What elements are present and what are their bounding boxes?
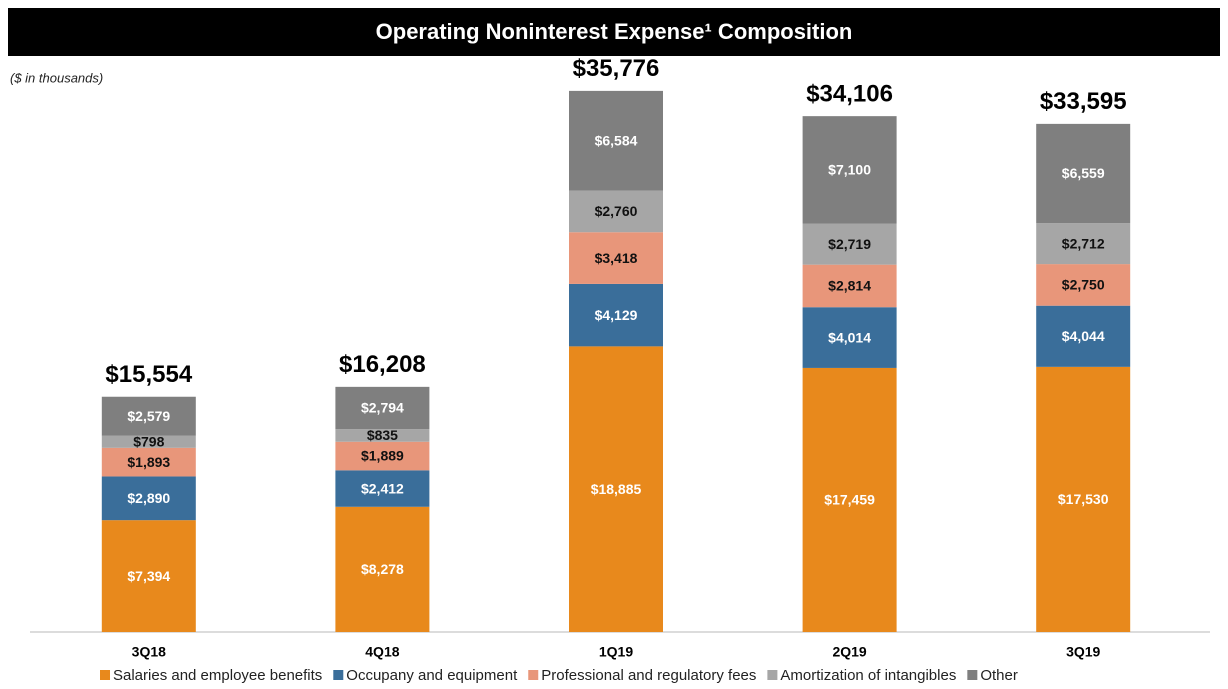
value-label: $1,893 <box>127 454 170 470</box>
bar-segment <box>569 346 663 632</box>
value-label: $2,750 <box>1062 277 1105 293</box>
legend-swatch <box>100 670 110 680</box>
bar-segment <box>101 476 196 521</box>
bar-segment <box>101 447 196 477</box>
legend-swatch <box>333 670 344 680</box>
value-label: $2,412 <box>361 480 404 496</box>
bar-segment <box>569 283 663 347</box>
value-label: $7,394 <box>127 568 170 584</box>
x-tick-label: 2Q19 <box>832 644 866 660</box>
value-label: $2,712 <box>1062 235 1105 251</box>
bar-segment <box>101 396 196 436</box>
value-label: $2,794 <box>361 400 404 416</box>
legend-label: Salaries and employee benefits <box>113 667 322 684</box>
bar-segment <box>101 520 196 632</box>
bar-segment <box>335 470 430 507</box>
legend-label: Professional and regulatory fees <box>541 667 756 684</box>
bar-segment <box>1036 305 1131 367</box>
bar-segment <box>802 264 897 308</box>
total-label: $15,554 <box>105 361 192 388</box>
total-label: $35,776 <box>573 55 660 82</box>
value-label: $17,459 <box>824 492 875 508</box>
value-label: $18,885 <box>591 481 642 497</box>
bar-segment <box>335 441 430 471</box>
bar-segment <box>335 386 430 430</box>
x-tick-label: 1Q19 <box>599 644 633 660</box>
total-label: $33,595 <box>1040 88 1127 115</box>
bar-segment <box>802 367 897 632</box>
legend-label: Other <box>980 667 1018 684</box>
bar-segment <box>569 232 663 284</box>
bar-segment <box>1036 223 1131 265</box>
value-label: $2,760 <box>595 203 638 219</box>
bar-segment <box>802 223 897 265</box>
value-label: $798 <box>133 433 164 449</box>
value-label: $4,044 <box>1062 328 1105 344</box>
legend-label: Amortization of intangibles <box>780 667 956 684</box>
value-label: $6,584 <box>595 132 638 148</box>
value-label: $2,719 <box>828 236 871 252</box>
x-tick-label: 3Q18 <box>132 644 166 660</box>
value-label: $2,890 <box>127 490 170 506</box>
bar-segment <box>101 435 196 448</box>
bar-segment <box>569 190 663 233</box>
bar-segment <box>1036 123 1131 224</box>
value-label: $1,889 <box>361 448 404 464</box>
bar-segment <box>1036 366 1131 632</box>
value-label: $8,278 <box>361 561 404 577</box>
bar-segment <box>802 307 897 368</box>
value-label: $835 <box>367 427 398 443</box>
value-label: $6,559 <box>1062 165 1105 181</box>
total-label: $34,106 <box>806 80 893 107</box>
value-label: $4,129 <box>595 307 638 323</box>
value-label: $4,014 <box>828 329 871 345</box>
value-label: $17,530 <box>1058 491 1109 507</box>
chart-title: Operating Noninterest Expense¹ Compositi… <box>376 19 853 44</box>
value-label: $2,579 <box>127 408 170 424</box>
legend-swatch <box>967 670 978 680</box>
bar-segment <box>335 506 430 632</box>
x-tick-label: 3Q19 <box>1066 644 1100 660</box>
title-bar <box>8 8 1220 56</box>
x-tick-label: 4Q18 <box>365 644 399 660</box>
value-label: $7,100 <box>828 162 871 178</box>
legend-swatch <box>528 670 539 680</box>
bar-segment <box>335 429 430 442</box>
total-label: $16,208 <box>339 351 426 378</box>
bar-segment <box>802 116 897 224</box>
value-label: $3,418 <box>595 250 638 266</box>
bar-segment <box>1036 264 1131 306</box>
legend-swatch <box>767 670 778 680</box>
subtitle: ($ in thousands) <box>10 70 103 85</box>
bar-segment <box>569 90 663 191</box>
legend-label: Occupany and equipment <box>346 667 518 684</box>
value-label: $2,814 <box>828 278 871 294</box>
